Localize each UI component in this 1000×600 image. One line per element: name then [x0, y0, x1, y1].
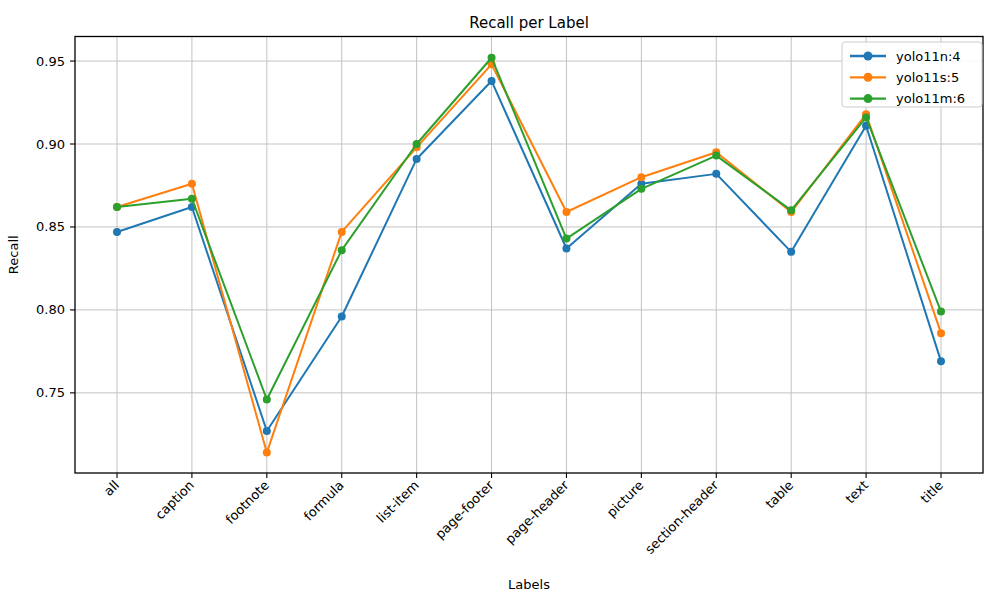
data-point-marker [113, 228, 121, 236]
x-axis-title: Labels [508, 577, 550, 592]
data-point-marker [787, 248, 795, 256]
chart-title: Recall per Label [469, 14, 589, 32]
data-point-marker [338, 313, 346, 321]
y-tick-label: 0.80 [36, 302, 65, 317]
legend-label: yolo11m:6 [896, 91, 965, 106]
y-tick-label: 0.90 [36, 137, 65, 152]
data-point-marker [712, 170, 720, 178]
data-point-marker [637, 173, 645, 181]
data-point-marker [263, 427, 271, 435]
y-axis-title: Recall [6, 235, 21, 274]
data-point-marker [937, 308, 945, 316]
legend: yolo11n:4 yolo11s:5 yolo11m:6 [842, 42, 982, 107]
data-point-marker [562, 208, 570, 216]
data-point-marker [637, 185, 645, 193]
data-point-marker [338, 246, 346, 254]
data-point-marker [488, 77, 496, 85]
data-point-marker [113, 203, 121, 211]
chart-figure: allcaptionfootnoteformulalist-itempage-f… [0, 0, 1000, 600]
data-point-marker [937, 357, 945, 365]
recall-per-label-line-chart: allcaptionfootnoteformulalist-itempage-f… [0, 0, 1000, 600]
data-point-marker [188, 180, 196, 188]
legend-swatch-marker [864, 52, 873, 61]
y-tick-label: 0.95 [36, 54, 65, 69]
data-point-marker [413, 155, 421, 163]
data-point-marker [188, 195, 196, 203]
y-tick-label: 0.75 [36, 385, 65, 400]
legend-label: yolo11n:4 [896, 49, 961, 64]
data-point-marker [712, 152, 720, 160]
legend-swatch-marker [864, 94, 873, 103]
data-point-marker [562, 245, 570, 253]
legend-swatch-marker [864, 73, 873, 82]
data-point-marker [562, 235, 570, 243]
data-point-marker [263, 449, 271, 457]
data-point-marker [937, 329, 945, 337]
data-point-marker [338, 228, 346, 236]
legend-label: yolo11s:5 [896, 70, 959, 85]
data-point-marker [413, 140, 421, 148]
y-tick-label: 0.85 [36, 219, 65, 234]
data-point-marker [862, 113, 870, 121]
data-point-marker [488, 54, 496, 62]
data-point-marker [787, 206, 795, 214]
data-point-marker [263, 396, 271, 404]
